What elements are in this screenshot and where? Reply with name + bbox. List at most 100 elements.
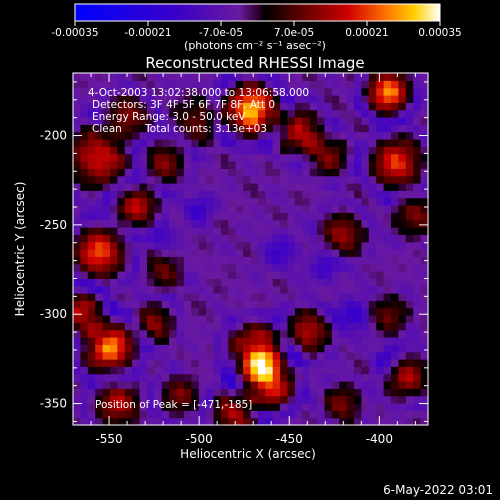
heatmap-cell <box>405 403 414 411</box>
colorbar-frame <box>74 3 441 22</box>
heatmap-cell <box>139 241 148 250</box>
heatmap-cell <box>117 168 126 177</box>
heatmap-cell <box>139 271 148 279</box>
heatmap-cell <box>154 190 163 199</box>
heatmap-cell <box>331 256 340 265</box>
heatmap-cell <box>228 359 237 367</box>
heatmap-cell <box>139 344 148 353</box>
heatmap-cell <box>331 388 340 397</box>
heatmap-cell <box>146 212 155 221</box>
heatmap-cell <box>287 285 296 294</box>
heatmap-cell <box>331 373 340 382</box>
heatmap-cell <box>280 146 289 155</box>
heatmap-cell <box>191 395 200 404</box>
heatmap-cell <box>346 87 355 96</box>
heatmap-cell <box>228 131 237 140</box>
heatmap-cell <box>420 359 429 367</box>
heatmap-cell <box>420 183 429 191</box>
heatmap-cell <box>95 285 104 294</box>
heatmap-cell <box>272 263 281 272</box>
heatmap-cell <box>324 161 333 169</box>
heatmap-cell <box>73 388 81 397</box>
heatmap-cell <box>191 351 200 360</box>
heatmap-cell <box>287 227 296 235</box>
heatmap-cell <box>265 322 274 331</box>
heatmap-cell <box>80 102 89 111</box>
heatmap-cell <box>376 344 385 353</box>
heatmap-cell <box>398 73 407 81</box>
heatmap-cell <box>198 403 207 411</box>
heatmap-cell <box>405 212 414 221</box>
heatmap-cell <box>176 73 185 81</box>
heatmap-cell <box>183 395 192 404</box>
heatmap-cell <box>154 285 163 294</box>
heatmap-cell <box>413 285 422 294</box>
heatmap-cell <box>361 168 370 177</box>
heatmap-cell <box>109 146 118 155</box>
heatmap-cell <box>368 234 377 243</box>
heatmap-cell <box>287 205 296 213</box>
heatmap-cell <box>132 219 141 228</box>
heatmap-cell <box>294 87 303 96</box>
heatmap-cell <box>265 95 274 103</box>
heatmap-cell <box>405 417 414 426</box>
heatmap-cell <box>191 168 200 177</box>
heatmap-cell <box>317 146 326 155</box>
heatmap-cell <box>154 234 163 243</box>
heatmap-cell <box>109 234 118 243</box>
heatmap-cell <box>368 388 377 397</box>
heatmap-cell <box>228 212 237 221</box>
heatmap-cell <box>95 381 104 389</box>
heatmap-cell <box>361 410 370 419</box>
heatmap-cell <box>213 241 222 250</box>
heatmap-cell <box>361 190 370 199</box>
heatmap-cell <box>376 168 385 177</box>
heatmap-cell <box>257 175 266 184</box>
heatmap-cell <box>191 139 200 147</box>
heatmap-cell <box>361 161 370 169</box>
heatmap-cell <box>294 373 303 382</box>
heatmap-cell <box>265 109 274 118</box>
heatmap-cell <box>280 395 289 404</box>
heatmap-cell <box>169 285 178 294</box>
heatmap-cell <box>169 168 178 177</box>
heatmap-cell <box>339 183 348 191</box>
heatmap-cell <box>73 403 81 411</box>
heatmap-cell <box>383 168 392 177</box>
heatmap-cell <box>117 234 126 243</box>
heatmap-cell <box>391 153 400 162</box>
heatmap-cell <box>265 183 274 191</box>
heatmap-cell <box>250 307 259 316</box>
heatmap-cell <box>139 417 148 426</box>
heatmap-cell <box>206 300 215 309</box>
heatmap-cell <box>250 249 259 257</box>
heatmap-cell <box>324 300 333 309</box>
heatmap-cell <box>339 234 348 243</box>
heatmap-cell <box>109 263 118 272</box>
heatmap-cell <box>272 285 281 294</box>
heatmap-cell <box>80 293 89 301</box>
heatmap-cell <box>95 197 104 206</box>
heatmap-cell <box>383 227 392 235</box>
heatmap-cell <box>235 256 244 265</box>
heatmap-cell <box>95 249 104 257</box>
heatmap-cell <box>117 403 126 411</box>
heatmap-cell <box>391 197 400 206</box>
heatmap-cell <box>287 234 296 243</box>
heatmap-cell <box>228 388 237 397</box>
heatmap-cell <box>124 124 133 133</box>
heatmap-cell <box>324 307 333 316</box>
heatmap-cell <box>183 278 192 287</box>
heatmap-cell <box>361 381 370 389</box>
heatmap-cell <box>117 373 126 382</box>
heatmap-cell <box>383 219 392 228</box>
heatmap-cell <box>73 315 81 323</box>
heatmap-cell <box>317 263 326 272</box>
heatmap-cell <box>213 366 222 375</box>
heatmap-cell <box>376 366 385 375</box>
heatmap-cell <box>324 183 333 191</box>
heatmap-cell <box>124 388 133 397</box>
heatmap-cell <box>102 300 111 309</box>
heatmap-cell <box>280 241 289 250</box>
heatmap-cell <box>250 337 259 345</box>
